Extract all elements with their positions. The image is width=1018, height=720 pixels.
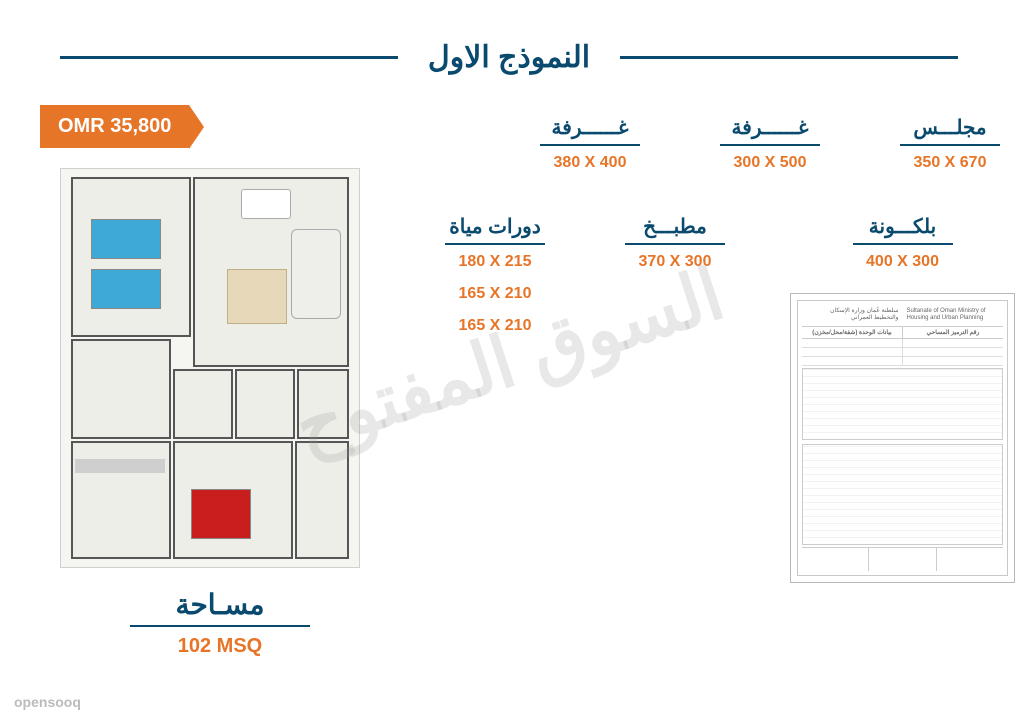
- header-line-left: [60, 56, 398, 59]
- spec-kitchen: مطبـــخ 370 X 300: [610, 214, 740, 277]
- spec-label: مجلـــس: [885, 115, 1015, 140]
- permit-header-en: Sultanate of Oman Ministry of Housing an…: [906, 308, 1001, 322]
- spec-dim: 180 X 215: [430, 253, 560, 271]
- spec-dim: 370 X 300: [610, 253, 740, 271]
- spec-dim: 300 X 500: [705, 154, 835, 172]
- spec-label: غــــــرفة: [525, 115, 655, 140]
- spec-dim: 165 X 210: [430, 285, 560, 303]
- page-title: النموذج الاول: [428, 40, 590, 75]
- area-underline: [130, 625, 310, 627]
- page-header: النموذج الاول: [60, 40, 958, 75]
- permit-title-left: رقم الترميز المساحي: [902, 327, 1003, 338]
- permit-mini-plan-1: [802, 368, 1003, 440]
- spec-dim: 400 X 300: [790, 253, 1015, 271]
- floorplan-image: [60, 168, 360, 568]
- spec-majlis: مجلـــس 350 X 670: [885, 115, 1015, 178]
- permit-document: Sultanate of Oman Ministry of Housing an…: [790, 293, 1015, 583]
- spec-dim: 380 X 400: [525, 154, 655, 172]
- spec-row-1: مجلـــس 350 X 670 غــــــرفة 300 X 500 غ…: [430, 115, 1015, 178]
- spec-room-2: غــــــرفة 380 X 400: [525, 115, 655, 178]
- permit-header-ar: سلطنة عُمان وزارة الإسكان والتخطيط العمر…: [804, 308, 899, 322]
- spec-bathrooms: دورات مياة 180 X 215 165 X 210 165 X 210: [430, 214, 560, 349]
- area-label: مسـاحة: [60, 588, 380, 621]
- spec-row-2: بلكـــونة 400 X 300 Sultanate of Oman Mi…: [430, 214, 1015, 583]
- permit-title-right: بيانات الوحدة (شقة/محل/مخزن): [802, 327, 902, 338]
- price-tag: OMR 35,800: [40, 105, 189, 148]
- header-line-right: [620, 56, 958, 59]
- spec-dim: 165 X 210: [430, 317, 560, 335]
- spec-label: مطبـــخ: [610, 214, 740, 239]
- watermark-sub: opensooq: [14, 694, 81, 710]
- permit-mini-plan-2: [802, 444, 1003, 545]
- spec-label: غــــــرفة: [705, 115, 835, 140]
- spec-label: دورات مياة: [430, 214, 560, 239]
- spec-balcony: بلكـــونة 400 X 300 Sultanate of Oman Mi…: [790, 214, 1015, 583]
- area-block: مسـاحة 102 MSQ: [60, 588, 380, 658]
- spec-room-1: غــــــرفة 300 X 500: [705, 115, 835, 178]
- area-value: 102 MSQ: [60, 635, 380, 658]
- spec-label: بلكـــونة: [790, 214, 1015, 239]
- spec-dim: 350 X 670: [885, 154, 1015, 172]
